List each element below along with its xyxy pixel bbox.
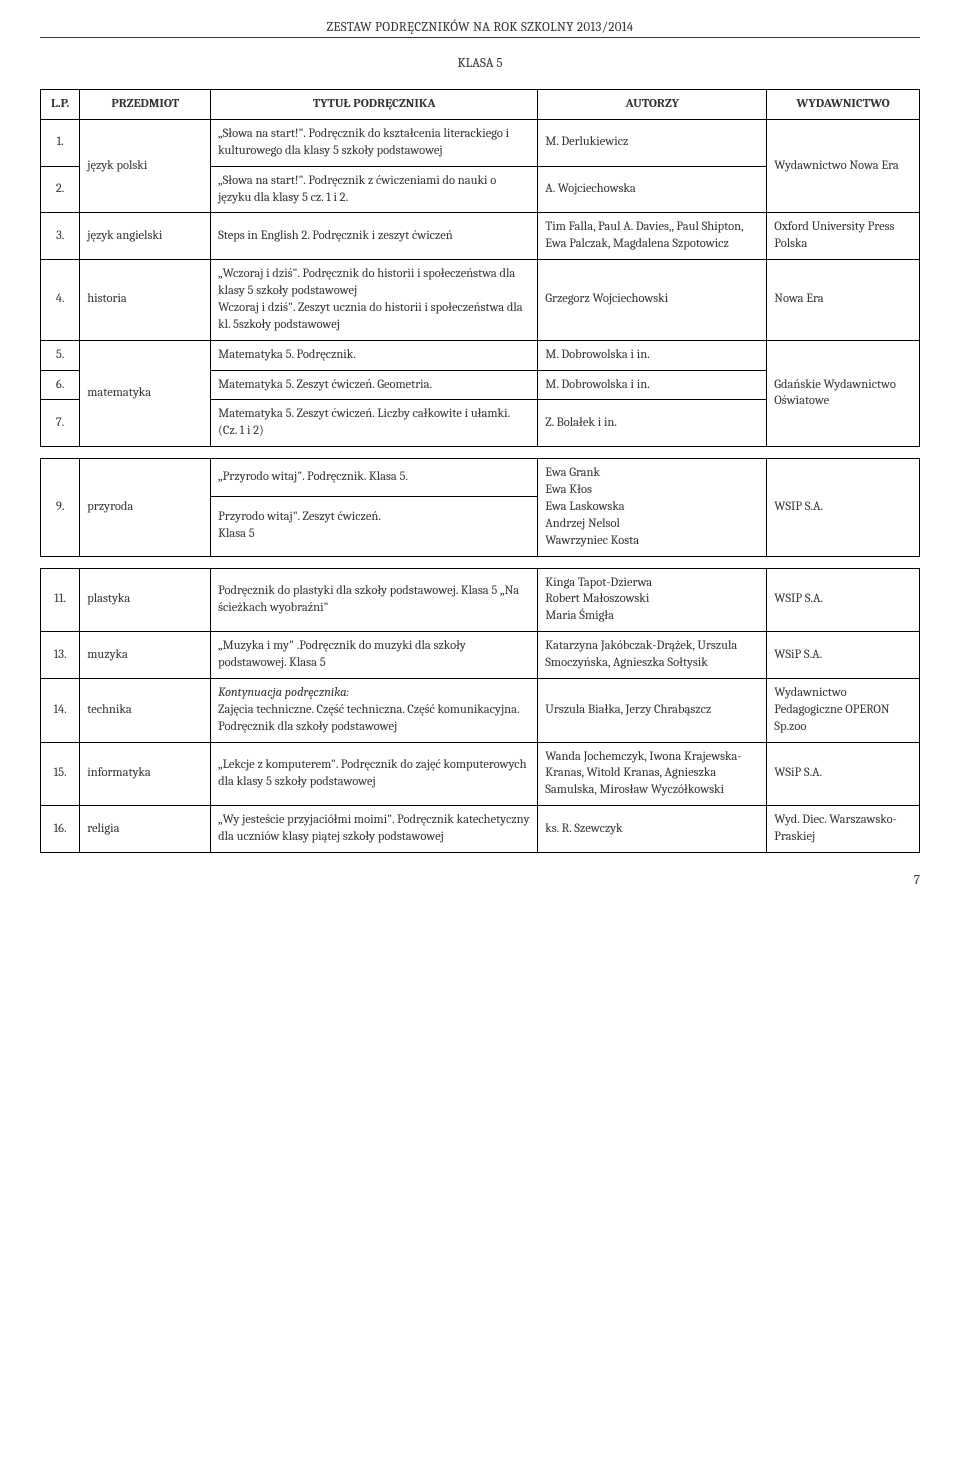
cell-title: „Muzyka i my" .Podręcznik do muzyki dla … [211, 632, 538, 679]
cell-title-prefix: Kontynuacja podręcznika: [218, 686, 349, 700]
page-number: 7 [40, 853, 920, 888]
cell-authors: Urszula Białka, Jerzy Chrabąszcz [538, 678, 767, 742]
document-header: ZESTAW PODRĘCZNIKÓW NA ROK SZKOLNY 2013/… [40, 20, 920, 38]
cell-lp: 9. [41, 459, 80, 556]
cell-title: Podręcznik do plastyki dla szkoły podsta… [211, 568, 538, 632]
table-header-row: L.P. PRZEDMIOT TYTUŁ PODRĘCZNIKA AUTORZY… [41, 90, 920, 120]
cell-subject: technika [80, 678, 211, 742]
cell-subject: przyroda [80, 459, 211, 556]
textbook-table: L.P. PRZEDMIOT TYTUŁ PODRĘCZNIKA AUTORZY… [40, 89, 920, 853]
cell-lp: 16. [41, 806, 80, 853]
cell-lp: 2. [41, 166, 80, 213]
cell-lp: 13. [41, 632, 80, 679]
cell-title: „Wy jesteście przyjaciółmi moimi". Podrę… [211, 806, 538, 853]
cell-lp: 5. [41, 340, 80, 370]
cell-title: „Słowa na start!". Podręcznik z ćwiczeni… [211, 166, 538, 213]
cell-title: Matematyka 5. Podręcznik. [211, 340, 538, 370]
cell-subject: matematyka [80, 340, 211, 447]
cell-publisher: Gdańskie Wydawnictwo Oświatowe [767, 340, 920, 447]
cell-title-body: Zajęcia techniczne. Część techniczna. Cz… [218, 703, 519, 734]
cell-subject: religia [80, 806, 211, 853]
cell-subject: informatyka [80, 742, 211, 806]
cell-authors: Z. Bolałek i in. [538, 400, 767, 447]
cell-title: „Przyrodo witaj". Podręcznik. Klasa 5. [211, 459, 538, 497]
spacer-row [41, 447, 920, 459]
cell-publisher: Wydawnictwo Pedagogiczne OPERON Sp.zoo [767, 678, 920, 742]
cell-title: „Lekcje z komputerem". Podręcznik do zaj… [211, 742, 538, 806]
cell-authors: Grzegorz Wojciechowski [538, 260, 767, 341]
cell-subject: muzyka [80, 632, 211, 679]
cell-authors: Wanda Jochemczyk, Iwona Krajewska-Kranas… [538, 742, 767, 806]
cell-title: Matematyka 5. Zeszyt ćwiczeń. Geometria. [211, 370, 538, 400]
cell-title: Przyrodo witaj". Zeszyt ćwiczeń. Klasa 5 [211, 497, 538, 556]
table-row: 4. historia „Wczoraj i dziś". Podręcznik… [41, 260, 920, 341]
cell-publisher: WSiP S.A. [767, 742, 920, 806]
cell-subject: historia [80, 260, 211, 341]
cell-subject: język angielski [80, 213, 211, 260]
cell-lp: 11. [41, 568, 80, 632]
table-row: 14. technika Kontynuacja podręcznika: Za… [41, 678, 920, 742]
table-row: 15. informatyka „Lekcje z komputerem". P… [41, 742, 920, 806]
cell-authors: Katarzyna Jakóbczak-Drążek, Urszula Smoc… [538, 632, 767, 679]
cell-publisher: WSiP S.A. [767, 632, 920, 679]
table-row: 11. plastyka Podręcznik do plastyki dla … [41, 568, 920, 632]
cell-authors: M. Dobrowolska i in. [538, 340, 767, 370]
cell-lp: 14. [41, 678, 80, 742]
table-row: 9. przyroda „Przyrodo witaj". Podręcznik… [41, 459, 920, 497]
cell-title: „Wczoraj i dziś". Podręcznik do historii… [211, 260, 538, 341]
cell-title: Steps in English 2. Podręcznik i zeszyt … [211, 213, 538, 260]
cell-publisher: Oxford University Press Polska [767, 213, 920, 260]
cell-subject: język polski [80, 119, 211, 213]
cell-authors: Ewa Grank Ewa Kłos Ewa Laskowska Andrzej… [538, 459, 767, 556]
cell-lp: 4. [41, 260, 80, 341]
table-row: 16. religia „Wy jesteście przyjaciółmi m… [41, 806, 920, 853]
class-label: KLASA 5 [40, 56, 920, 71]
cell-authors: M. Dobrowolska i in. [538, 370, 767, 400]
cell-authors: Tim Falla, Paul A. Davies,, Paul Shipton… [538, 213, 767, 260]
col-title: TYTUŁ PODRĘCZNIKA [211, 90, 538, 120]
cell-lp: 3. [41, 213, 80, 260]
cell-publisher: Wyd. Diec. Warszawsko-Praskiej [767, 806, 920, 853]
col-lp: L.P. [41, 90, 80, 120]
cell-publisher: WSIP S.A. [767, 459, 920, 556]
table-row: 13. muzyka „Muzyka i my" .Podręcznik do … [41, 632, 920, 679]
cell-authors: ks. R. Szewczyk [538, 806, 767, 853]
cell-lp: 1. [41, 119, 80, 166]
col-publisher: WYDAWNICTWO [767, 90, 920, 120]
cell-subject: plastyka [80, 568, 211, 632]
spacer-row [41, 556, 920, 568]
cell-publisher: WSIP S.A. [767, 568, 920, 632]
cell-publisher: Nowa Era [767, 260, 920, 341]
cell-lp: 7. [41, 400, 80, 447]
cell-authors: Kinga Tapot-Dzierwa Robert Małoszowski M… [538, 568, 767, 632]
table-row: 1. język polski „Słowa na start!". Podrę… [41, 119, 920, 166]
cell-title: „Słowa na start!". Podręcznik do kształc… [211, 119, 538, 166]
table-row: 5. matematyka Matematyka 5. Podręcznik. … [41, 340, 920, 370]
cell-authors: A. Wojciechowska [538, 166, 767, 213]
cell-lp: 6. [41, 370, 80, 400]
cell-title: Matematyka 5. Zeszyt ćwiczeń. Liczby cał… [211, 400, 538, 447]
cell-authors: M. Derlukiewicz [538, 119, 767, 166]
col-authors: AUTORZY [538, 90, 767, 120]
table-row: 3. język angielski Steps in English 2. P… [41, 213, 920, 260]
cell-publisher: Wydawnictwo Nowa Era [767, 119, 920, 213]
col-subject: PRZEDMIOT [80, 90, 211, 120]
cell-title: Kontynuacja podręcznika: Zajęcia technic… [211, 678, 538, 742]
cell-lp: 15. [41, 742, 80, 806]
